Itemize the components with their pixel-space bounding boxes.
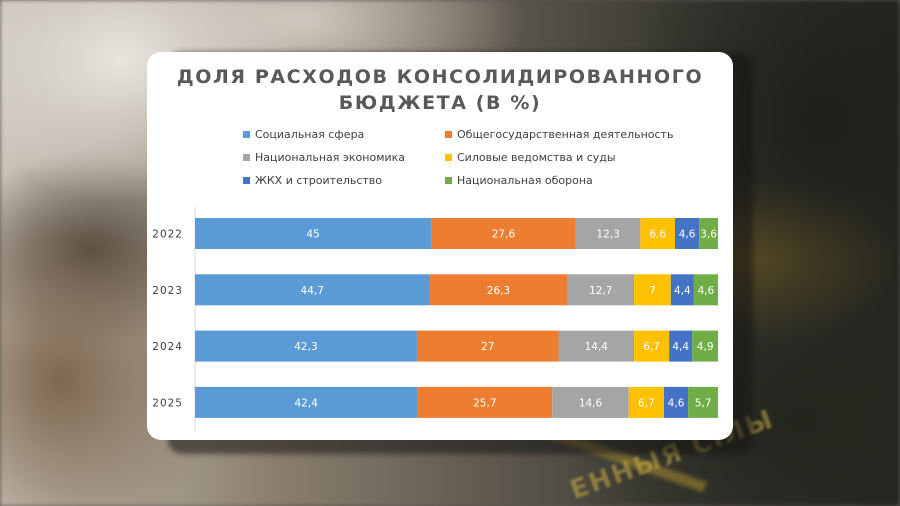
bar-data-label: 26,3 bbox=[487, 285, 510, 297]
bar-segment bbox=[634, 274, 671, 306]
bar-data-label: 45 bbox=[306, 229, 319, 241]
legend-item: Социальная сфера bbox=[243, 128, 445, 141]
bar-segment bbox=[692, 330, 718, 362]
bar-data-label: 4,6 bbox=[698, 285, 715, 297]
bar-segment bbox=[567, 274, 635, 306]
legend-item: Силовые ведомства и суды bbox=[445, 151, 713, 164]
bar-data-label: 6,7 bbox=[638, 397, 655, 409]
bar-segment bbox=[431, 218, 576, 249]
bar-segment bbox=[552, 386, 629, 418]
bar-data-label: 44,7 bbox=[301, 285, 324, 297]
legend-item: Общегосударственная деятельность bbox=[445, 128, 713, 141]
bar-segment bbox=[669, 330, 693, 362]
bar-data-label: 4,9 bbox=[697, 341, 714, 353]
legend-label: Силовые ведомства и суды bbox=[457, 151, 616, 164]
bar-data-label: 4,6 bbox=[679, 229, 696, 241]
bar-data-label: 42,3 bbox=[294, 341, 317, 353]
bar-segment bbox=[670, 274, 694, 306]
bar-segment bbox=[575, 218, 641, 249]
legend-swatch bbox=[243, 131, 250, 138]
bar-data-label: 27,6 bbox=[492, 229, 516, 241]
bar-data-label: 6,6 bbox=[649, 229, 666, 241]
legend-item: ЖКХ и строительство bbox=[243, 174, 445, 187]
bar-data-label: 27 bbox=[481, 341, 494, 353]
chart-legend: Социальная сфера Общегосударственная деят… bbox=[243, 128, 713, 187]
bar-segment bbox=[628, 386, 664, 418]
bar-data-label: 25,7 bbox=[473, 397, 496, 409]
bar-segment bbox=[195, 274, 430, 306]
stacked-bar-chart: 2022 45 27,6 12,3 6,6 4,6 3,6 2023 44,7 26,3 12,7 7… bbox=[152, 206, 718, 432]
bar-segment bbox=[416, 330, 559, 362]
category-tick-label: 2025 bbox=[152, 397, 183, 409]
bar-segment bbox=[674, 218, 700, 249]
legend-swatch bbox=[445, 131, 452, 138]
bar-segment bbox=[417, 386, 553, 418]
bar-data-label: 4,4 bbox=[674, 285, 691, 297]
bar-segment bbox=[693, 274, 718, 306]
bar-segment bbox=[688, 386, 718, 418]
category-tick-label: 2023 bbox=[152, 285, 183, 297]
legend-swatch bbox=[445, 154, 452, 161]
bar-data-label: 12,7 bbox=[589, 285, 612, 297]
bar-segment bbox=[699, 218, 718, 249]
bar-segment bbox=[640, 218, 675, 249]
bar-segment bbox=[429, 274, 568, 306]
legend-label: Национальная оборона bbox=[457, 174, 593, 187]
bar-segment bbox=[663, 386, 689, 418]
legend-swatch bbox=[445, 177, 452, 184]
bar-data-label: 4,6 bbox=[668, 397, 685, 409]
bar-data-label: 7 bbox=[649, 285, 656, 297]
category-tick-label: 2024 bbox=[152, 341, 183, 353]
legend-item: Национальная оборона bbox=[445, 174, 713, 187]
legend-label: Общегосударственная деятельность bbox=[457, 128, 674, 141]
bar-data-label: 4,4 bbox=[672, 341, 689, 353]
bar-segment bbox=[195, 330, 417, 362]
bar-segment bbox=[195, 218, 432, 249]
chart-card: ДОЛЯ РАСХОДОВ КОНСОЛИДИРОВАННОГО БЮДЖЕТА… bbox=[147, 52, 733, 440]
legend-label: Социальная сфера bbox=[255, 128, 365, 141]
bar-data-label: 42,4 bbox=[295, 397, 319, 409]
legend-swatch bbox=[243, 154, 250, 161]
category-tick-label: 2022 bbox=[152, 229, 183, 241]
bar-segment bbox=[558, 330, 635, 362]
chart-title-line-2: БЮДЖЕТА (В %) bbox=[338, 92, 542, 114]
bar-segment bbox=[195, 386, 418, 418]
legend-item: Национальная экономика bbox=[243, 151, 445, 164]
bar-segment bbox=[634, 330, 670, 362]
bar-data-label: 5,7 bbox=[695, 397, 712, 409]
legend-label: ЖКХ и строительство bbox=[255, 174, 383, 187]
chart-title-line-1: ДОЛЯ РАСХОДОВ КОНСОЛИДИРОВАННОГО bbox=[176, 66, 704, 88]
bar-data-label: 6,7 bbox=[643, 341, 660, 353]
bar-data-label: 3,6 bbox=[700, 229, 717, 241]
bar-data-label: 14,6 bbox=[579, 397, 603, 409]
legend-label: Национальная экономика bbox=[255, 151, 406, 164]
legend-swatch bbox=[243, 177, 250, 184]
chart-title: ДОЛЯ РАСХОДОВ КОНСОЛИДИРОВАННОГО БЮДЖЕТА… bbox=[147, 64, 733, 116]
bar-data-label: 14,4 bbox=[585, 341, 609, 353]
bar-data-label: 12,3 bbox=[596, 229, 619, 241]
